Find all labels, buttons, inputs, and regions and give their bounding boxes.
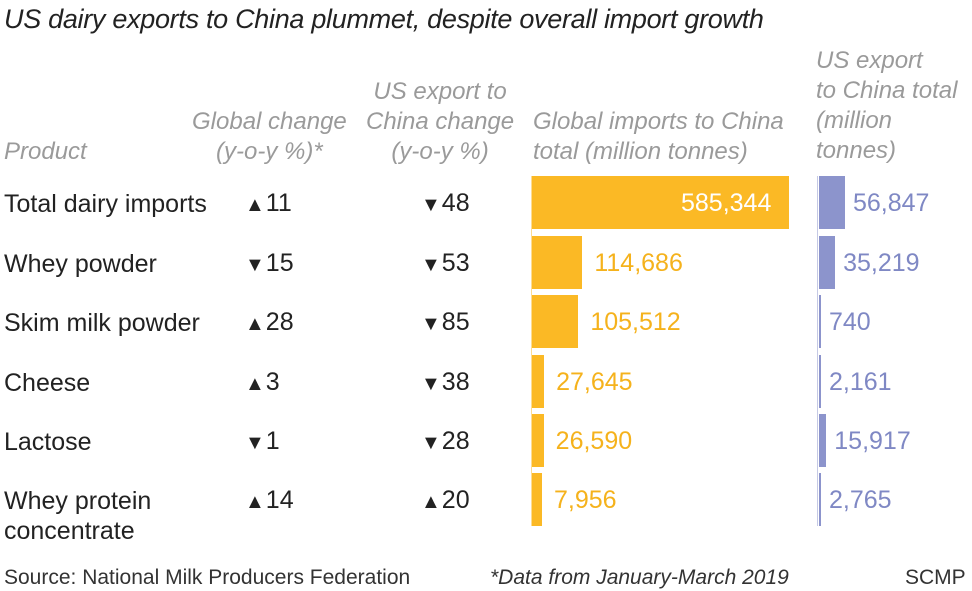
product-label: Cheese [4,369,91,397]
global-imports-value: 585,344 [681,189,772,217]
global-change-value: 15 [265,249,294,277]
up-triangle-icon: ▲ [245,491,265,513]
global-change: ▼1 [245,427,280,456]
global-change-value: 11 [265,189,292,217]
down-triangle-icon: ▼ [245,254,265,276]
global-change-value: 1 [265,427,280,455]
global-imports-axis [531,176,532,526]
product-label: Whey protein concentrate [4,487,152,545]
global-imports-bar [532,473,542,526]
us-total-value: 2,161 [829,368,892,396]
us-change-value: 38 [441,368,470,396]
global-imports-bar [532,414,544,467]
us-change-value: 20 [441,486,470,514]
product-label: Lactose [4,428,92,456]
header-us-change: US export to China change (y-o-y %) [366,78,515,165]
global-change: ▲14 [245,486,294,515]
us-change-value: 53 [441,249,470,277]
global-change-value: 3 [265,368,280,396]
global-imports-value: 7,956 [554,486,617,514]
us-change-value: 28 [441,427,470,455]
product-label: Whey powder [4,250,157,278]
global-imports-value: 114,686 [594,249,683,277]
global-change: ▲3 [245,368,280,397]
down-triangle-icon: ▼ [421,432,441,454]
us-change: ▼85 [421,308,470,337]
global-imports-value: 27,645 [556,368,633,396]
up-triangle-icon: ▲ [245,313,265,335]
us-change: ▼53 [421,249,470,278]
global-change: ▲28 [245,308,294,337]
us-total-bar [819,236,836,289]
up-triangle-icon: ▲ [245,194,265,216]
header-product: Product [4,138,87,165]
global-change: ▼15 [245,249,294,278]
us-change: ▼38 [421,368,470,397]
us-total-bar [819,355,821,408]
global-imports-bar [532,355,545,408]
down-triangle-icon: ▼ [421,194,441,216]
up-triangle-icon: ▲ [421,491,441,513]
us-change-value: 85 [441,308,470,336]
down-triangle-icon: ▼ [421,254,441,276]
us-total-bar [819,295,821,348]
date-footnote: *Data from January-March 2019 [490,566,789,589]
us-total-bar [819,414,827,467]
us-total-value: 35,219 [843,249,920,277]
us-change: ▲20 [421,486,470,515]
us-change: ▼28 [421,427,470,456]
us-change-value: 48 [441,189,470,217]
global-imports-bar [532,236,583,289]
us-total-value: 2,765 [829,486,892,514]
down-triangle-icon: ▼ [421,373,441,395]
global-change-value: 28 [265,308,294,336]
down-triangle-icon: ▼ [245,432,265,454]
header-global-imports: Global imports to China total (million t… [533,108,784,165]
us-total-axis [817,176,818,526]
global-imports-bar [532,295,579,348]
header-global-change: Global change (y-o-y %)* [192,108,347,165]
us-total-bar [819,473,821,526]
credit: SCMP [905,566,966,589]
us-total-bar [819,176,845,229]
product-label: Total dairy imports [4,190,207,218]
product-label: Skim milk powder [4,309,200,337]
global-change: ▲11 [245,189,292,218]
header-us-total: US export to China total (million tonnes… [816,47,958,164]
source-note: Source: National Milk Producers Federati… [4,566,411,589]
us-total-value: 740 [829,308,871,336]
down-triangle-icon: ▼ [421,313,441,335]
up-triangle-icon: ▲ [245,373,265,395]
us-total-value: 15,917 [834,427,911,455]
global-imports-bar [532,176,789,229]
global-imports-value: 105,512 [590,308,681,336]
us-change: ▼48 [421,189,470,218]
chart-title: US dairy exports to China plummet, despi… [4,4,764,34]
us-total-value: 56,847 [853,189,930,217]
global-imports-value: 26,590 [555,427,633,455]
global-change-value: 14 [265,486,294,514]
